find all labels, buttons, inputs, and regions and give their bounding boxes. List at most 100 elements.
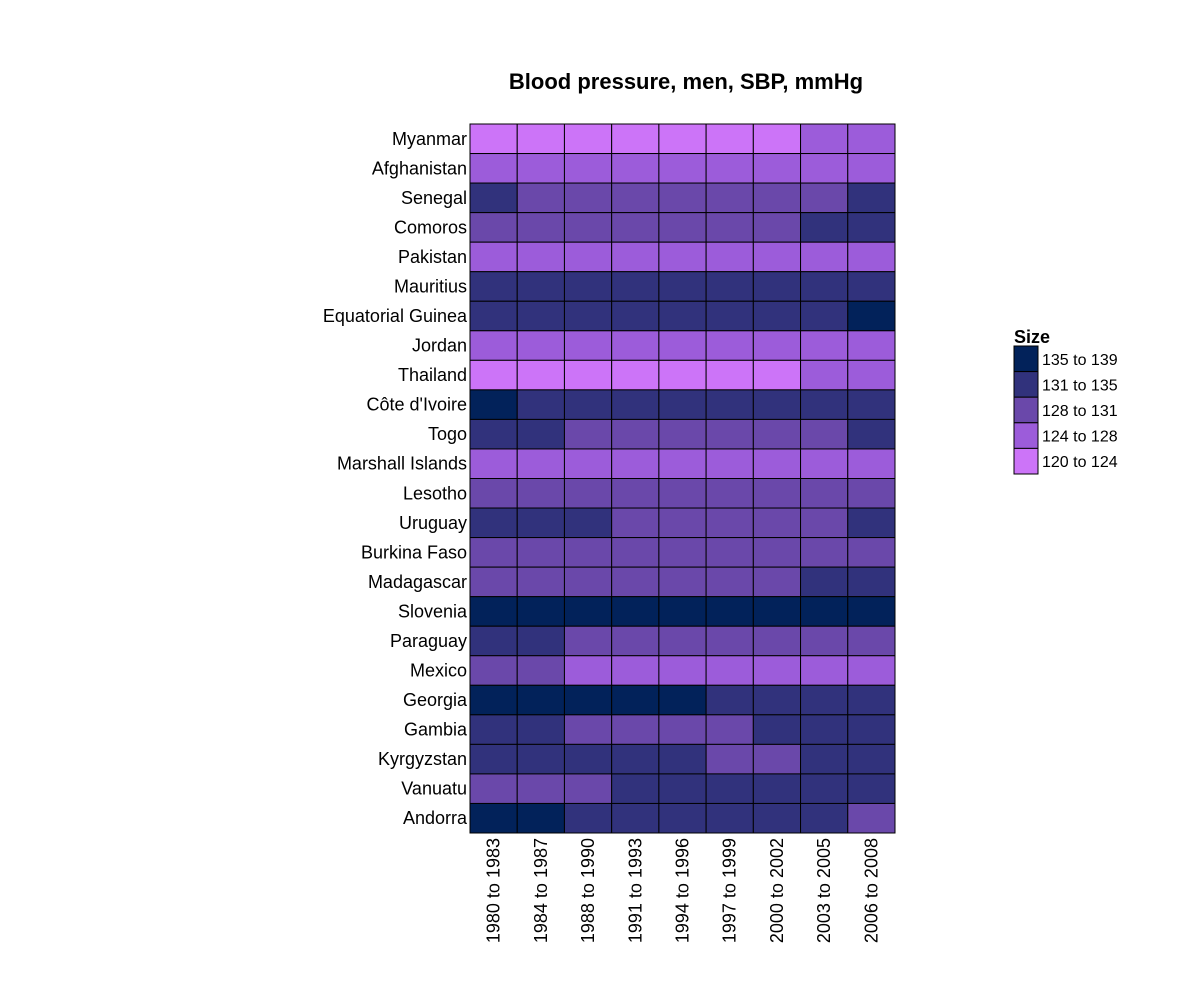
heatmap-cell bbox=[800, 655, 849, 686]
heatmap-cell bbox=[516, 625, 565, 657]
row-label: Afghanistan bbox=[372, 158, 467, 178]
row-label: Uruguay bbox=[399, 513, 467, 533]
heatmap-cell bbox=[563, 537, 613, 568]
heatmap-cell bbox=[611, 389, 660, 420]
heatmap-cell bbox=[752, 507, 802, 539]
heatmap-cell bbox=[658, 684, 707, 716]
heatmap-cell bbox=[847, 418, 896, 450]
heatmap-cell bbox=[705, 153, 754, 184]
heatmap-cell bbox=[658, 271, 707, 302]
heatmap-cell bbox=[847, 773, 896, 804]
heatmap-cell bbox=[469, 182, 518, 214]
heatmap-cell bbox=[611, 684, 660, 716]
heatmap-cell bbox=[658, 182, 707, 214]
legend-swatch bbox=[1013, 345, 1039, 373]
heatmap-cell bbox=[563, 596, 613, 627]
heatmap-cell bbox=[563, 153, 613, 184]
heatmap-cell bbox=[611, 123, 660, 155]
heatmap-cell bbox=[563, 773, 613, 804]
heatmap-cell bbox=[705, 241, 754, 273]
heatmap-cell bbox=[705, 596, 754, 627]
heatmap-cell bbox=[705, 182, 754, 214]
heatmap-cell bbox=[516, 212, 565, 243]
heatmap-cell bbox=[516, 182, 565, 214]
heatmap-cell bbox=[611, 182, 660, 214]
heatmap-cell bbox=[516, 655, 565, 686]
heatmap-cell bbox=[705, 330, 754, 361]
heatmap-cell bbox=[563, 625, 613, 657]
heatmap-cell bbox=[563, 566, 613, 598]
heatmap-cell bbox=[563, 478, 613, 509]
heatmap-cell bbox=[800, 625, 849, 657]
heatmap-cell bbox=[705, 389, 754, 420]
heatmap-cell bbox=[611, 271, 660, 302]
heatmap-cell bbox=[800, 123, 849, 155]
column-labels: 1980 to 1983 1984 to 1987 1988 to 1990 1991… bbox=[484, 838, 882, 943]
heatmap-cell bbox=[658, 743, 707, 775]
column-label: 1997 to 1999 bbox=[720, 838, 740, 943]
heatmap-cell bbox=[800, 212, 849, 243]
heatmap-cell bbox=[658, 773, 707, 804]
heatmap-cell bbox=[563, 182, 613, 214]
heatmap-cell bbox=[563, 655, 613, 686]
heatmap-cell bbox=[705, 359, 754, 391]
heatmap-cell bbox=[611, 596, 660, 627]
heatmap-cell bbox=[752, 300, 802, 332]
heatmap-cell bbox=[658, 596, 707, 627]
heatmap-cell bbox=[516, 596, 565, 627]
heatmap-cell bbox=[847, 389, 896, 420]
heatmap-cell bbox=[705, 625, 754, 657]
heatmap-cell bbox=[611, 537, 660, 568]
heatmap-cell bbox=[611, 448, 660, 479]
heatmap-cell bbox=[847, 537, 896, 568]
heatmap-cell bbox=[847, 182, 896, 214]
heatmap-cell bbox=[563, 684, 613, 716]
legend-swatch bbox=[1013, 396, 1039, 424]
heatmap-cell bbox=[705, 655, 754, 686]
heatmap-cell bbox=[469, 743, 518, 775]
heatmap-cell bbox=[658, 448, 707, 479]
heatmap-cell bbox=[800, 389, 849, 420]
heatmap-cell bbox=[752, 566, 802, 598]
heatmap-cell bbox=[469, 448, 518, 479]
row-label: Lesotho bbox=[403, 483, 467, 503]
row-label: Paraguay bbox=[390, 631, 467, 651]
heatmap-cell bbox=[611, 773, 660, 804]
heatmap-cell bbox=[516, 300, 565, 332]
heatmap-cell bbox=[516, 478, 565, 509]
row-label: Kyrgyzstan bbox=[378, 749, 467, 769]
row-label: Myanmar bbox=[392, 129, 467, 149]
heatmap-cell bbox=[847, 684, 896, 716]
heatmap-cell bbox=[469, 596, 518, 627]
heatmap-cell bbox=[752, 802, 802, 834]
heatmap-cell bbox=[469, 625, 518, 657]
heatmap-cell bbox=[705, 448, 754, 479]
row-label: Andorra bbox=[403, 808, 468, 828]
heatmap-cell bbox=[516, 418, 565, 450]
heatmap-cell bbox=[658, 507, 707, 539]
heatmap-cell bbox=[800, 507, 849, 539]
heatmap-cell bbox=[563, 802, 613, 834]
legend-label: 131 to 135 bbox=[1042, 377, 1118, 394]
legend-label: 120 to 124 bbox=[1042, 454, 1118, 471]
legend-swatch bbox=[1013, 447, 1039, 475]
row-label: Equatorial Guinea bbox=[323, 306, 468, 326]
heatmap-cell bbox=[611, 566, 660, 598]
heatmap-cell bbox=[516, 743, 565, 775]
heatmap-cell bbox=[611, 330, 660, 361]
heatmap-cell bbox=[469, 537, 518, 568]
row-label: Vanuatu bbox=[401, 779, 467, 799]
heatmap-cell bbox=[847, 153, 896, 184]
row-label: Madagascar bbox=[368, 572, 467, 592]
legend-title: Size bbox=[1014, 327, 1050, 347]
heatmap-cell bbox=[800, 596, 849, 627]
heatmap-cell bbox=[611, 300, 660, 332]
heatmap-cell bbox=[847, 478, 896, 509]
column-label: 2003 to 2005 bbox=[814, 838, 834, 943]
heatmap-cell bbox=[611, 714, 660, 745]
row-label: Mauritius bbox=[394, 276, 467, 296]
heatmap-cell bbox=[847, 300, 896, 332]
heatmap-cells bbox=[469, 123, 896, 834]
heatmap-cell bbox=[705, 507, 754, 539]
heatmap-cell bbox=[658, 212, 707, 243]
